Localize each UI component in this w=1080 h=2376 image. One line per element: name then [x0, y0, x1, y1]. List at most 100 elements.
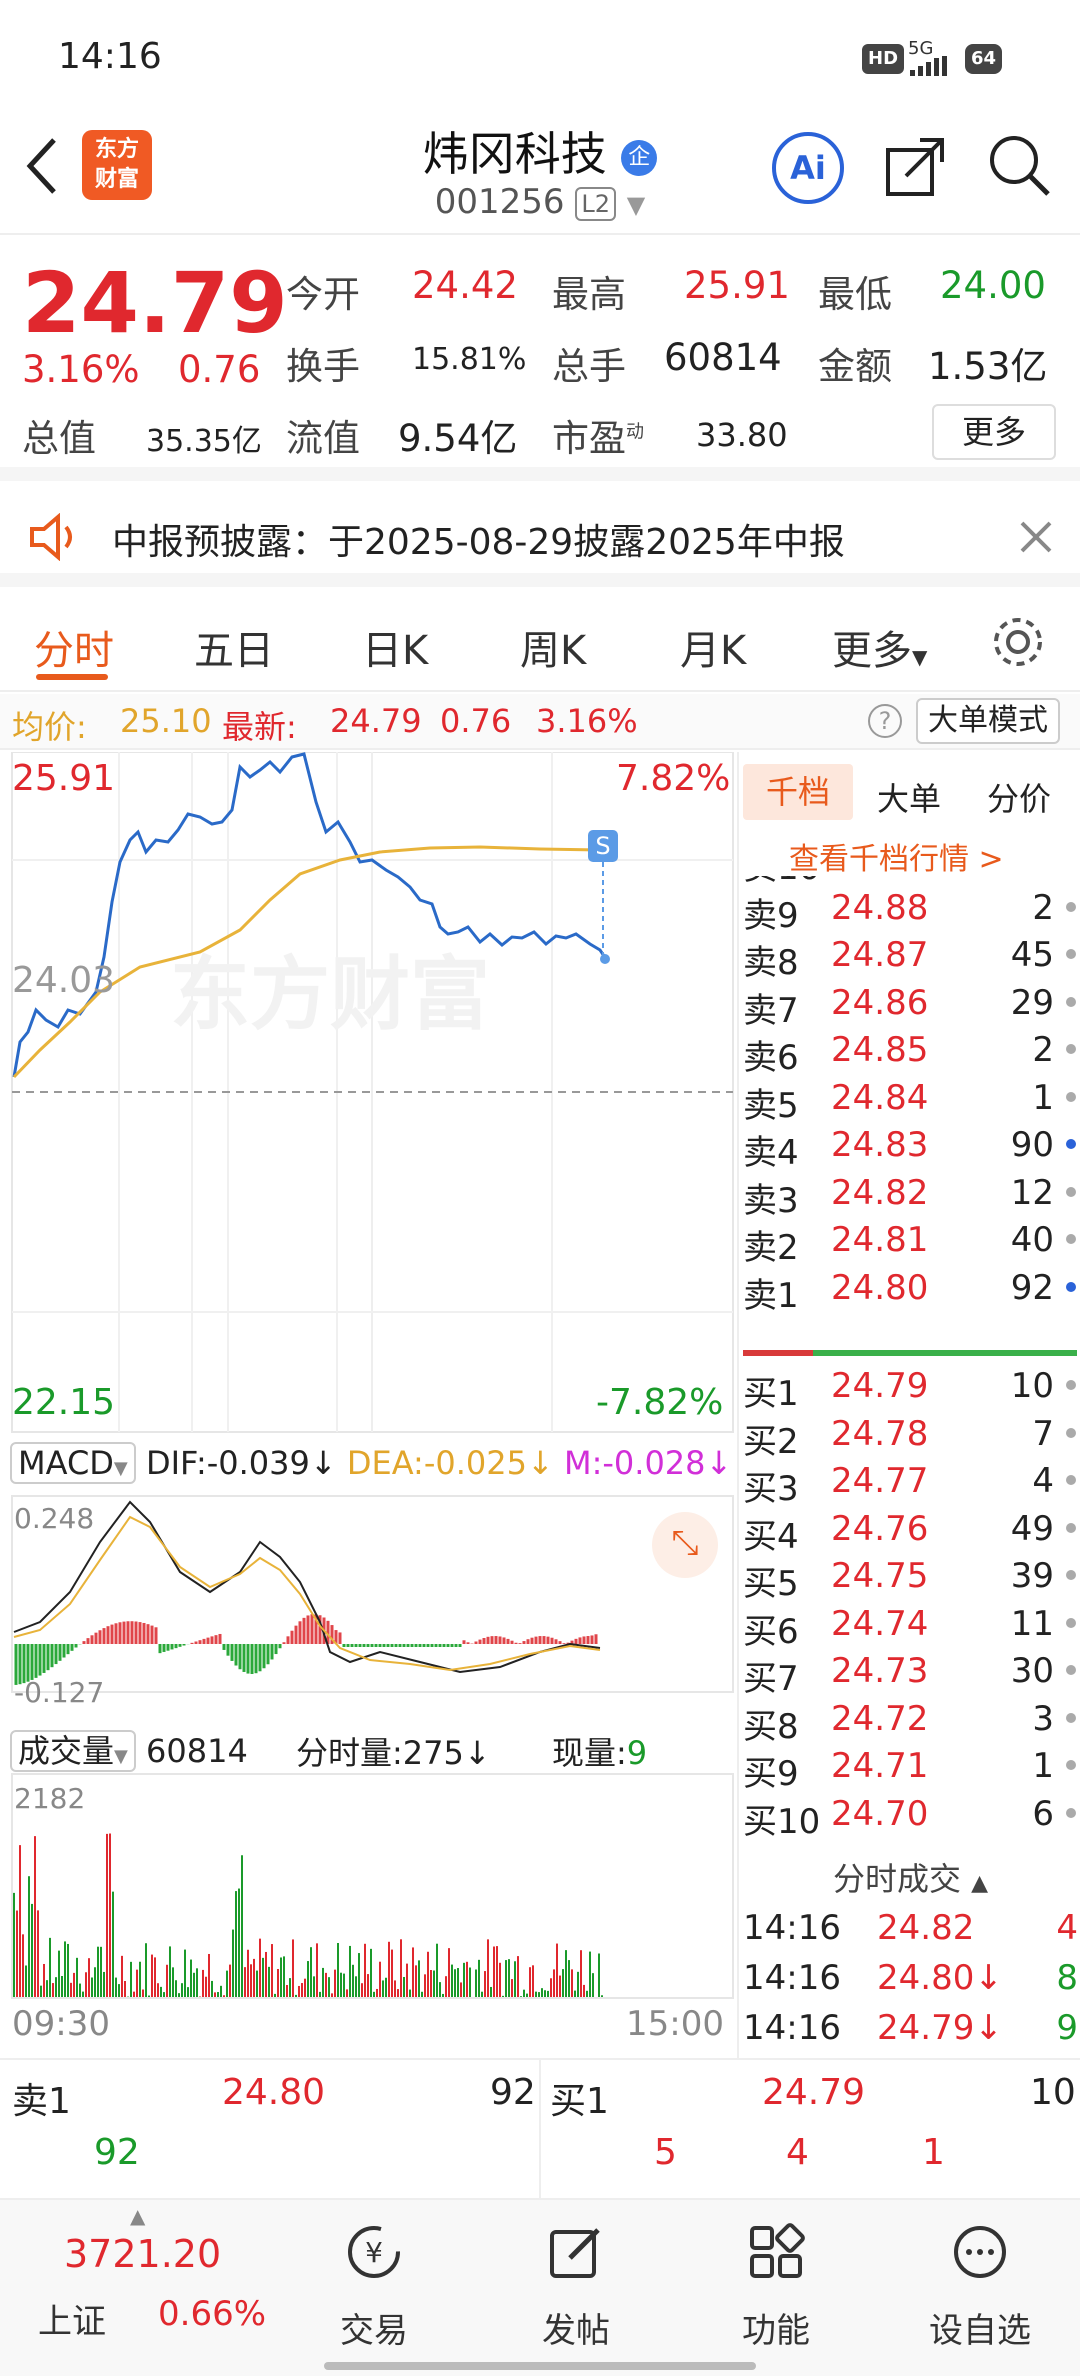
volume-selector[interactable]: 成交量▼	[10, 1730, 136, 1772]
notice-bar[interactable]: 中报预披露：于2025-08-29披露2025年中报	[0, 495, 1080, 587]
more-dots-icon	[954, 2226, 1006, 2278]
macd-selector[interactable]: MACD▼	[10, 1442, 136, 1484]
buy-row[interactable]: 买7 24.73 30	[739, 1647, 1080, 1699]
s-marker[interactable]: S	[588, 830, 618, 862]
buy-row[interactable]: 买4 24.76 49	[739, 1505, 1080, 1557]
tab-more[interactable]: 更多▼	[832, 618, 927, 676]
buy-row[interactable]: 买6 24.74 11	[739, 1600, 1080, 1652]
sell-row[interactable]: 卖7 24.86 29	[739, 979, 1080, 1031]
sell-row[interactable]: 卖4 24.83 90	[739, 1121, 1080, 1173]
sell-level-label: 卖9	[743, 895, 799, 936]
buy-row[interactable]: 买3 24.77 4	[739, 1457, 1080, 1509]
avg-price-line	[12, 845, 601, 1079]
nav-functions[interactable]: 功能	[706, 2220, 846, 2352]
trades-arrow-icon: ▲	[971, 1871, 989, 1896]
price-info-line: 均价: 25.10 最新: 24.79 0.76 3.16% ? 大单模式	[0, 694, 1080, 750]
big-order-mode-button[interactable]: 大单模式	[916, 698, 1060, 744]
buy-row[interactable]: 买8 24.72 3	[739, 1695, 1080, 1747]
buy-row[interactable]: 买10 24.70 6	[739, 1790, 1080, 1842]
expand-icon[interactable]: ⤡	[652, 1512, 718, 1578]
trade-time: 14:16	[743, 2008, 841, 2048]
index-name: 上证	[38, 2302, 106, 2342]
tab-month-k[interactable]: 月K	[680, 628, 747, 674]
sell-level-label: 卖6	[743, 1038, 799, 1078]
signal-icon	[910, 56, 947, 76]
price-line	[12, 752, 608, 1078]
big-order-dot-icon	[1066, 1139, 1076, 1149]
tab-five-day[interactable]: 五日	[194, 628, 274, 674]
mktcap-label: 总值	[22, 417, 96, 460]
buy-price: 24.78	[831, 1413, 929, 1454]
float-value: 9.54亿	[398, 417, 518, 460]
settings-gear-icon[interactable]	[990, 614, 1046, 670]
eastmoney-logo: 东方 财富	[82, 130, 152, 200]
bottom-sell-label: 卖1	[12, 2081, 71, 2122]
buy-level-label: 买5	[743, 1564, 799, 1604]
sell-row[interactable]: 卖9 24.88 2	[739, 884, 1080, 936]
nav-trade[interactable]: ¥ 交易	[304, 2220, 444, 2352]
tab-day-k[interactable]: 日K	[362, 628, 429, 674]
buy-price: 24.71	[831, 1746, 929, 1786]
intraday-chart-area[interactable]: 25.91 7.82% 24.03 东方财富 22.15 -7.82% S MA…	[0, 752, 735, 2058]
share-icon[interactable]	[884, 134, 948, 198]
tab-thousand-level[interactable]: 千档	[743, 764, 853, 820]
tab-price-split[interactable]: 分价	[987, 780, 1052, 818]
macd-dif: DIF:-0.039↓	[145, 1444, 337, 1482]
sell-row[interactable]: 卖10 24.90 3	[739, 876, 1080, 888]
stock-name-row[interactable]: 炜冈科技 企	[0, 118, 1080, 184]
trade-price: 24.79↓	[877, 2008, 1003, 2048]
sell-row[interactable]: 卖6 24.85 2	[739, 1026, 1080, 1078]
nav-post[interactable]: 发帖	[506, 2220, 646, 2352]
sell-volume: 45	[1010, 935, 1054, 975]
tab-week-k[interactable]: 周K	[520, 628, 587, 674]
big-order-dot-icon	[1066, 1281, 1076, 1292]
quote-panel: 24.79 3.16% 0.76 今开 24.42 最高 25.91 最低 24…	[0, 236, 1080, 481]
bottom-buy-detail-1: 5	[654, 2132, 677, 2173]
order-dot-icon	[1066, 1091, 1076, 1102]
sell-row[interactable]: 卖1 24.80 92	[739, 1264, 1080, 1316]
ai-button[interactable]: Ai	[772, 132, 844, 204]
avg-label: 均价:	[12, 708, 87, 746]
notice-text: 中报预披露：于2025-08-29披露2025年中报	[112, 522, 845, 563]
tab-intraday[interactable]: 分时	[34, 628, 114, 674]
buy-row[interactable]: 买5 24.75 39	[739, 1552, 1080, 1604]
amount-value: 1.53亿	[928, 345, 1048, 388]
help-icon[interactable]: ?	[868, 704, 902, 738]
volume-total: 60814	[146, 1732, 248, 1770]
close-icon[interactable]	[1018, 519, 1054, 555]
tab-big-order[interactable]: 大单	[877, 780, 942, 818]
stock-code-row[interactable]: 001256 L2 ▼	[0, 182, 1080, 222]
sell-row[interactable]: 卖8 24.87 45	[739, 931, 1080, 983]
macd-top: 0.248	[14, 1502, 95, 1535]
search-icon[interactable]	[986, 132, 1052, 198]
volume-label: 成交量	[18, 1732, 115, 1770]
index-ticker[interactable]: ▲ 3721.20 上证 0.66%	[0, 2200, 280, 2376]
sell-row[interactable]: 卖2 24.81 40	[739, 1216, 1080, 1268]
more-button[interactable]: 更多	[932, 404, 1056, 460]
buy-volume: 4	[1032, 1461, 1054, 1501]
sell-volume: 1	[1032, 1077, 1054, 1118]
bottom-buy-label: 买1	[550, 2081, 609, 2122]
change-pct: 3.16%	[22, 348, 140, 391]
sell-row[interactable]: 卖3 24.82 12	[739, 1169, 1080, 1221]
buy-row[interactable]: 买1 24.79 10	[739, 1362, 1080, 1414]
order-dot-icon	[1066, 996, 1076, 1007]
back-arrow-icon[interactable]	[22, 136, 62, 196]
latest-pct: 3.16%	[536, 702, 638, 740]
buy-row[interactable]: 买9 24.71 1	[739, 1742, 1080, 1794]
buy-row[interactable]: 买2 24.78 7	[739, 1410, 1080, 1462]
trades-title[interactable]: 分时成交 ▲	[739, 1854, 1080, 1900]
sell-row[interactable]: 卖5 24.84 1	[739, 1074, 1080, 1126]
macd-label: MACD	[18, 1444, 114, 1482]
sell-price: 24.83	[831, 1125, 929, 1165]
view-more-link[interactable]: 查看千档行情 >	[789, 842, 1004, 877]
high-value: 25.91	[684, 264, 790, 307]
sell-volume: 90	[1010, 1125, 1054, 1165]
sell-volume: 92	[1010, 1267, 1054, 1308]
sell-volume: 2	[1032, 887, 1054, 928]
nav-add-watchlist[interactable]: 设自选	[910, 2220, 1050, 2352]
stock-name: 炜冈科技	[422, 127, 607, 181]
buy-price: 24.75	[831, 1556, 929, 1596]
buy-volume: 1	[1032, 1746, 1054, 1786]
sell-level-label: 卖10	[743, 876, 820, 889]
